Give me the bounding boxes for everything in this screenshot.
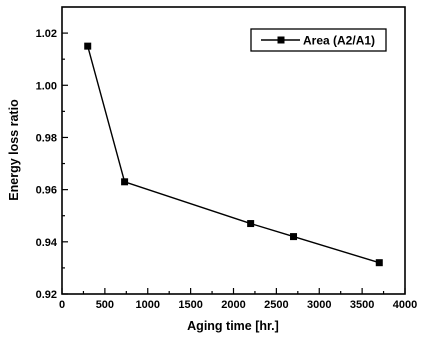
x-tick-label: 0	[59, 299, 65, 311]
axis-ticks	[61, 32, 406, 295]
y-tick-label: 0.92	[36, 289, 57, 301]
data-point-marker	[375, 259, 383, 267]
y-tick-label: 0.96	[36, 185, 57, 197]
legend-marker	[277, 36, 285, 44]
data-point-marker	[121, 178, 129, 186]
x-tick-label: 1000	[136, 299, 160, 311]
series-line	[87, 45, 380, 264]
y-axis-title: Energy loss ratio	[7, 99, 21, 201]
x-tick-label: 1500	[178, 299, 202, 311]
x-axis-title: Aging time [hr.]	[187, 319, 279, 333]
x-tick-label: 3000	[307, 299, 331, 311]
x-tick-label: 3500	[350, 299, 374, 311]
x-tick-label: 500	[96, 299, 114, 311]
series-group	[84, 42, 383, 267]
legend-label: Area (A2/A1)	[303, 34, 375, 48]
data-point-marker	[290, 233, 298, 241]
y-tick-label: 1.02	[36, 28, 57, 40]
x-tick-label: 4000	[393, 299, 417, 311]
x-tick-label: 2500	[264, 299, 288, 311]
data-point-marker	[247, 220, 255, 228]
legend: Area (A2/A1)	[250, 28, 387, 52]
data-point-marker	[84, 42, 92, 50]
tick-labels: 0 500 1000 1500 2000 2500 3000 3500 4000 0.92 0.94…	[36, 28, 418, 311]
y-tick-label: 0.94	[36, 237, 58, 249]
y-tick-label: 0.98	[36, 132, 57, 144]
x-tick-label: 2000	[221, 299, 245, 311]
legend-box	[250, 28, 387, 52]
y-tick-label: 1.00	[36, 80, 57, 92]
